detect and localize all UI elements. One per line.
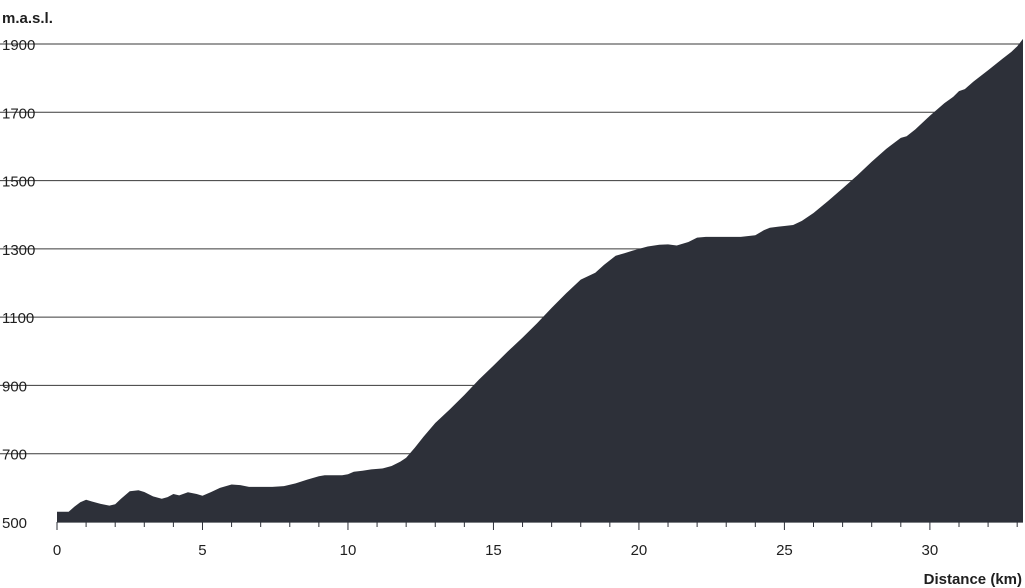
axes [56, 521, 1023, 530]
y-axis-title: m.a.s.l. [2, 10, 53, 27]
y-tick-label: 900 [2, 378, 27, 395]
y-tick-labels: 500 700 900 1100 1300 1500 1700 1900 [2, 37, 35, 532]
x-tick-label: 30 [922, 542, 939, 559]
x-tick-label: 20 [631, 542, 648, 559]
x-tick-label: 0 [53, 542, 61, 559]
x-tick-label: 5 [198, 542, 206, 559]
y-tick-label: 700 [2, 447, 27, 464]
x-tick-label: 25 [776, 542, 793, 559]
y-tick-label: 500 [2, 515, 27, 532]
y-tick-label: 1500 [2, 174, 35, 191]
x-tick-label: 10 [340, 542, 357, 559]
y-tick-label: 1100 [2, 310, 34, 327]
x-tick-label: 15 [485, 542, 502, 559]
y-tick-label: 1700 [2, 105, 35, 122]
y-tick-label: 1900 [2, 37, 35, 54]
elevation-area [57, 38, 1023, 522]
x-axis-title: Distance (km) [924, 571, 1022, 588]
gridlines [0, 43, 1023, 455]
x-tick-labels: 0 5 10 15 20 25 30 [53, 542, 938, 559]
y-tick-label: 1300 [2, 242, 35, 259]
